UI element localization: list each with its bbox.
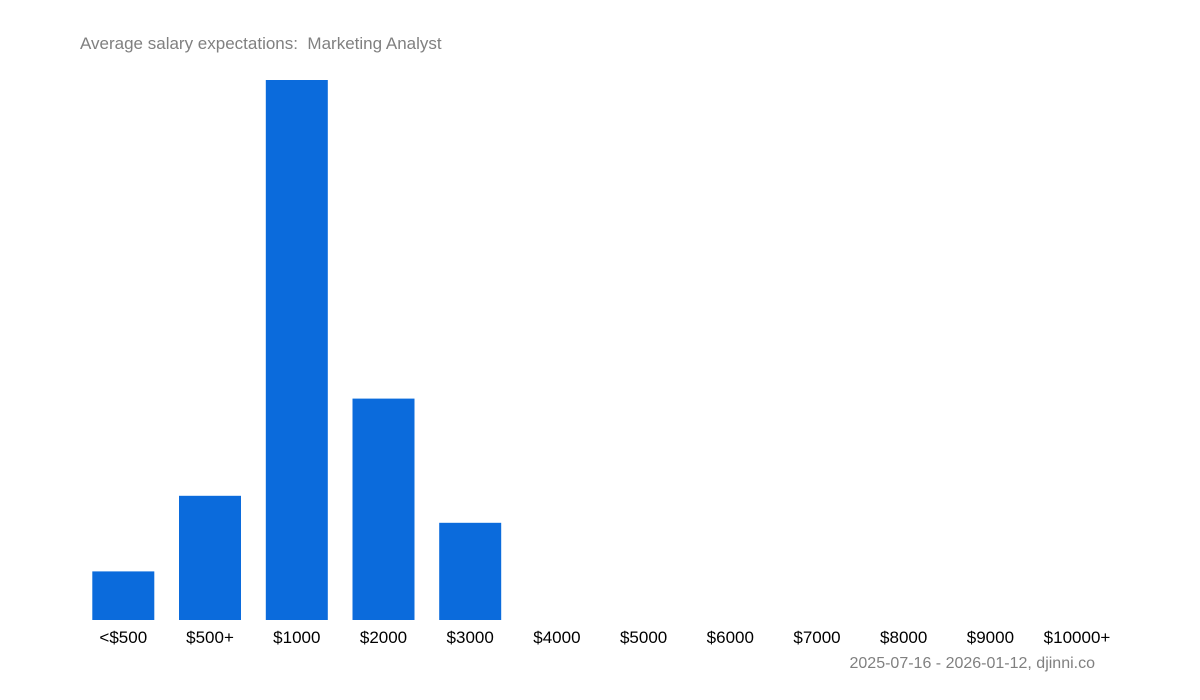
x-tick-label: $5000 [620, 628, 667, 647]
x-tick-label: $4000 [533, 628, 580, 647]
x-tick-label: $6000 [707, 628, 754, 647]
bar-0[interactable] [92, 571, 155, 620]
bar-1[interactable] [179, 495, 241, 620]
bar-3[interactable] [352, 398, 415, 620]
bars-group [92, 80, 502, 620]
bar-2[interactable] [265, 80, 328, 620]
date-range-source-note: 2025-07-16 - 2026-01-12, djinni.co [849, 655, 1096, 672]
x-tick-label: $1000 [273, 628, 320, 647]
bar-4[interactable] [439, 522, 502, 620]
x-tick-labels: <$500 $500+ $1000 $2000 $3000 $4000 $5000 $6000… [99, 628, 1110, 647]
x-tick-label: $8000 [880, 628, 927, 647]
x-tick-label: $7000 [793, 628, 840, 647]
x-tick-label: $9000 [967, 628, 1014, 647]
chart-title: Average salary expectations: Marketing A… [80, 34, 442, 53]
x-tick-label: <$500 [99, 628, 147, 647]
x-tick-label: $10000+ [1044, 628, 1111, 647]
x-tick-label: $500+ [186, 628, 234, 647]
x-tick-label: $2000 [360, 628, 407, 647]
x-tick-label: $3000 [447, 628, 494, 647]
